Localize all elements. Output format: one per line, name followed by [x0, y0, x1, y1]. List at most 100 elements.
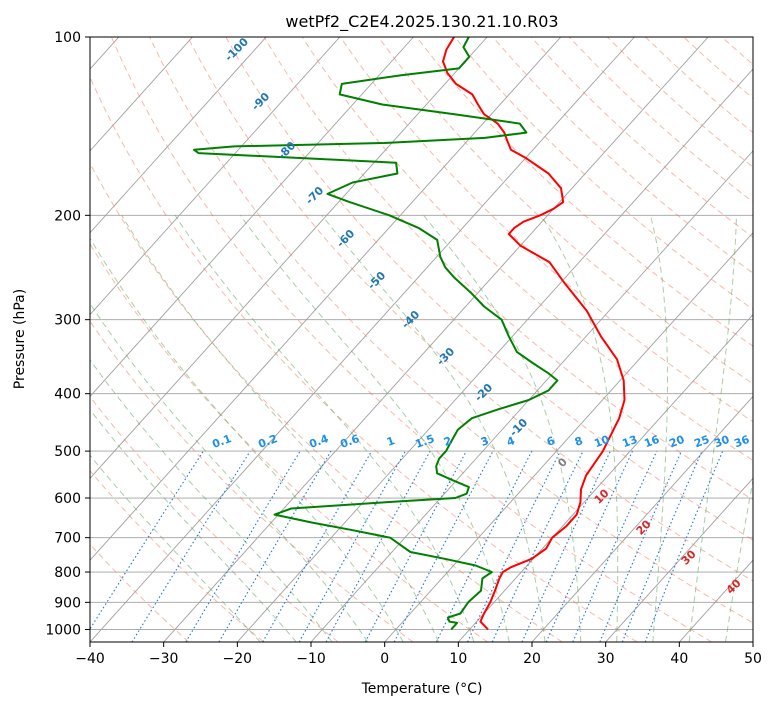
moist-adiabat-line — [688, 215, 737, 642]
dry-adiabat-label: -90 — [249, 90, 272, 113]
plot-frame — [89, 36, 754, 643]
moist-adiabat-line — [174, 215, 475, 642]
mixing-ratio-label: 0.2 — [256, 432, 279, 451]
mixing-ratio-label: 1 — [385, 434, 397, 449]
dry-adiabat-line — [416, 37, 753, 347]
dry-adiabat-label: -30 — [434, 345, 457, 368]
dry-adiabat-line — [90, 543, 190, 642]
moist-adiabat-label: 40 — [724, 576, 744, 596]
dry-adiabat-line — [530, 37, 753, 238]
dry-adiabat-label: -60 — [334, 227, 357, 250]
mixing-ratio-label: 2 — [442, 434, 454, 449]
mixing-ratio-label: 4 — [505, 434, 517, 449]
dry-adiabat-line — [90, 469, 264, 642]
dry-adiabat-line — [90, 162, 563, 642]
mixing-ratio-line — [491, 450, 584, 642]
x-tick-label: −10 — [296, 651, 326, 667]
y-tick-label: 800 — [54, 565, 81, 581]
isotherm-line — [384, 232, 753, 642]
x-tick-label: −30 — [149, 651, 179, 667]
moist-adiabat-line — [90, 454, 261, 642]
moist-adiabat-label: 30 — [679, 547, 699, 567]
moist-adiabat-label: 0 — [555, 455, 570, 470]
y-tick-label: 900 — [54, 595, 81, 611]
y-tick-label: 300 — [54, 313, 81, 329]
mixing-ratio-label: 25 — [692, 433, 711, 450]
mixing-ratio-line — [90, 450, 204, 630]
x-tick-label: 0 — [380, 651, 389, 667]
mixing-ratio-label: 0.6 — [338, 432, 361, 451]
mixing-ratio-line — [364, 450, 467, 642]
dry-adiabat-line — [263, 37, 753, 501]
isotherm-line — [605, 477, 753, 642]
moist-adiabat-line — [725, 477, 753, 642]
x-tick-label: 40 — [670, 651, 688, 667]
dry-adiabat-label: -70 — [303, 184, 326, 207]
dry-adiabat-line — [683, 37, 753, 99]
mixing-ratio-label: 8 — [573, 434, 585, 449]
mixing-ratio-line — [599, 450, 682, 642]
moist-adiabat-label: 10 — [592, 486, 612, 506]
mixing-ratio-line — [185, 450, 301, 642]
profile-series — [193, 37, 626, 631]
mixing-ratio-label: 30 — [712, 433, 731, 451]
isotherm-line — [90, 37, 193, 152]
isotherm-line — [90, 37, 267, 234]
axes: −40 −30 −20 −10 0 10 20 30 40 5010020030040050060… — [45, 30, 762, 667]
line-labels: -100-90-80-70-60-50-40-30-20-10010203040… — [210, 35, 751, 597]
dry-adiabat-line — [760, 37, 775, 642]
moist-adiabat-line — [90, 408, 297, 642]
moist-adiabat-line — [121, 215, 439, 642]
x-tick-label: −40 — [75, 651, 105, 667]
dry-adiabat-line — [149, 37, 753, 624]
isotherm-line — [531, 395, 753, 642]
moist-adiabat-line — [239, 215, 510, 642]
dry-adiabat-line — [454, 37, 753, 310]
mixing-ratio-label: 6 — [545, 434, 557, 449]
y-tick-label: 500 — [54, 444, 81, 460]
mixing-ratio-line — [644, 450, 724, 642]
mixing-ratio-line — [545, 450, 633, 642]
dry-adiabat-line — [377, 37, 753, 385]
mixing-ratio-line — [621, 450, 703, 642]
x-tick-label: 10 — [449, 651, 467, 667]
dry-adiabat-line — [645, 37, 753, 134]
moist-adiabat-line — [90, 302, 369, 642]
isotherm-line — [163, 37, 709, 642]
y-tick-label: 600 — [54, 491, 81, 507]
isotherm-line — [236, 68, 753, 642]
x-tick-label: 50 — [744, 651, 762, 667]
mixing-ratio-label: 16 — [642, 433, 661, 451]
isotherm-line — [457, 313, 753, 642]
dry-adiabat-line — [90, 395, 339, 642]
mixing-ratio-label: 3 — [479, 434, 491, 449]
x-axis-title: Temperature (°C) — [361, 681, 483, 697]
mixing-ratio-line — [131, 450, 251, 642]
dry-adiabat-label: -50 — [365, 269, 388, 292]
mixing-ratio-label: 1.5 — [413, 432, 436, 451]
isotherm-line — [90, 37, 414, 398]
x-tick-label: 20 — [523, 651, 541, 667]
mixing-ratio-label: 20 — [667, 433, 686, 451]
y-tick-label: 1000 — [45, 622, 81, 638]
mixing-ratio-line — [325, 450, 431, 642]
moist-adiabat-line — [90, 237, 404, 642]
moist-adiabat-line — [321, 214, 546, 642]
isotherm-line — [90, 37, 635, 642]
dewpoint-profile-line — [193, 37, 559, 631]
mixing-ratio-line — [572, 450, 658, 642]
dry-adiabat-line — [721, 37, 753, 66]
mixing-ratio-label: 0.4 — [307, 432, 330, 451]
dry-adiabat-label: -40 — [399, 308, 422, 331]
x-tick-label: −20 — [223, 651, 253, 667]
moist-adiabat-line — [650, 215, 668, 642]
y-axis-title: Pressure (hPa) — [12, 289, 28, 389]
isotherm-line — [90, 37, 488, 479]
dry-adiabat-label: -20 — [472, 381, 495, 404]
y-tick-label: 400 — [54, 387, 81, 403]
mixing-ratio-line — [435, 450, 533, 642]
chart-title: wetPf2_C2E4.2025.130.21.10.R03 — [285, 12, 558, 32]
isotherm-line — [310, 150, 753, 642]
moist-adiabat-label: 20 — [634, 517, 654, 537]
